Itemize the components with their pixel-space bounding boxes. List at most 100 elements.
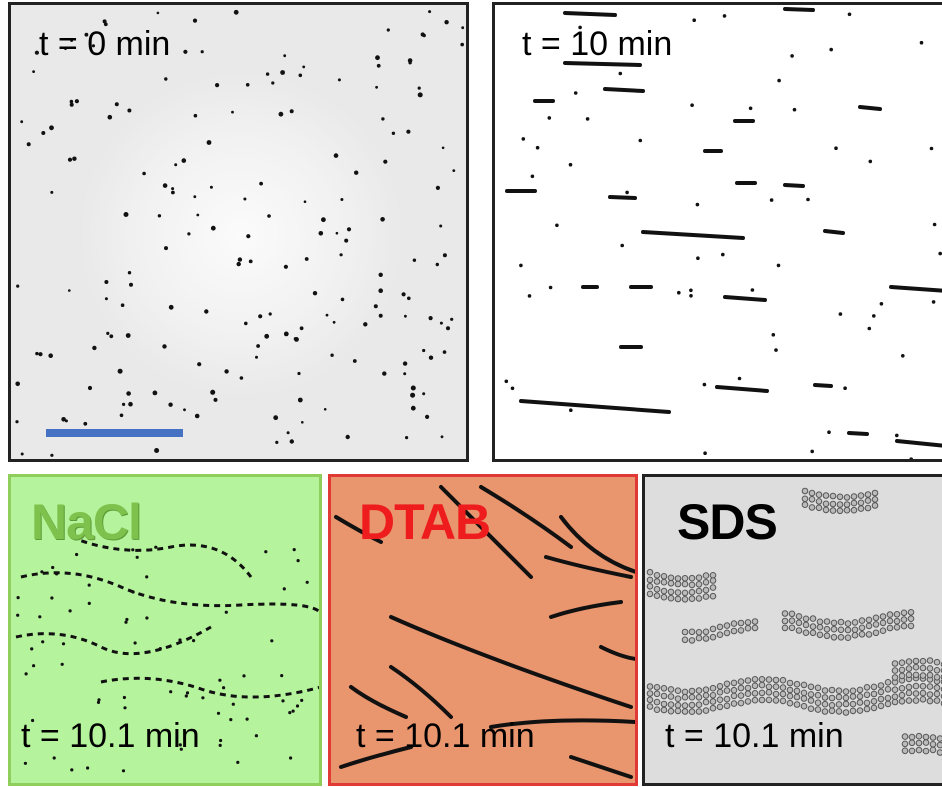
particle-bead [744, 677, 752, 684]
particle-dot [410, 385, 416, 391]
particle-bead [915, 732, 923, 740]
particle-bead [653, 706, 661, 713]
particle-bead [865, 622, 873, 630]
particle-bead [907, 609, 915, 616]
particle-dot [194, 413, 200, 419]
particle-dot [154, 448, 160, 453]
particle-bead [772, 676, 780, 684]
particle-bead [801, 487, 809, 495]
particle-bead [822, 500, 830, 508]
particle-bead [667, 588, 675, 596]
particle-bead [744, 690, 752, 697]
particle-chain [389, 665, 453, 719]
particle-dot [20, 452, 24, 456]
particle-bead [912, 657, 920, 665]
particle-chain [489, 718, 635, 729]
particle-bead [709, 692, 717, 699]
panel-sds: SDS t = 10.1 min [642, 474, 942, 786]
particle-bead [900, 609, 908, 617]
particle-bead [709, 698, 717, 705]
particle-dot [909, 457, 913, 459]
particle-chain [563, 61, 642, 67]
particle-bead [674, 702, 682, 709]
particle-bead [849, 700, 857, 708]
particle-dot [299, 326, 304, 331]
title-sds: SDS [677, 494, 778, 550]
particle-dot [102, 19, 107, 24]
particle-bead [688, 687, 696, 695]
particle-bead [802, 629, 810, 636]
particle-bead [653, 698, 661, 706]
particle-bead [737, 692, 745, 699]
particle-dot [185, 691, 190, 695]
particle-bead [802, 621, 810, 629]
particle-dot [124, 620, 128, 624]
particle-bead [702, 579, 710, 586]
particle-bead [751, 618, 759, 625]
particle-bead [646, 583, 654, 590]
particle-dot [168, 402, 173, 407]
particle-bead [870, 698, 878, 705]
particle-bead [646, 568, 654, 576]
particle-dot [213, 397, 218, 402]
particle-dot [218, 678, 222, 682]
particle-dot [301, 421, 304, 424]
particle-dot [332, 320, 336, 324]
particle-bead [922, 733, 930, 741]
particle-dot [321, 217, 326, 223]
particle-dot [68, 609, 72, 613]
particle-dot [834, 146, 838, 150]
particle-chain [339, 745, 413, 769]
particle-bead [809, 629, 817, 637]
particle-bead [800, 695, 808, 702]
particle-dot [192, 18, 198, 23]
particle-dot [330, 353, 334, 357]
particle-chain [549, 600, 623, 619]
particle-dot [187, 232, 191, 236]
particle-bead [688, 581, 696, 589]
particle-bead [779, 690, 787, 698]
particle-dot [774, 348, 778, 352]
particle-dot [281, 699, 285, 703]
particle-bead [844, 634, 852, 641]
particle-dot [521, 137, 526, 141]
particle-bead [936, 741, 942, 749]
particle-bead [900, 622, 908, 630]
particle-bead [737, 627, 745, 634]
particle-bead [919, 696, 927, 703]
particle-dot [248, 259, 253, 264]
aggregate-line [100, 676, 319, 699]
particle-dot [68, 289, 71, 292]
particle-chain [349, 685, 408, 719]
particle-dot [174, 163, 178, 167]
particle-bead [936, 749, 942, 756]
particle-dot [145, 575, 149, 579]
particle-dot [237, 257, 243, 262]
particle-bead [919, 682, 927, 690]
particle-dot [131, 548, 135, 552]
particle-bead [772, 697, 780, 704]
particle-bead [730, 692, 738, 700]
particle-dot [104, 280, 109, 284]
particle-dot [121, 769, 126, 773]
particle-dot [114, 102, 119, 107]
particle-bead [772, 690, 780, 698]
particle-dot [129, 282, 133, 287]
particle-bead [674, 687, 682, 694]
particle-bead [933, 684, 941, 691]
particle-bead [837, 626, 845, 634]
particle-dot [446, 326, 450, 331]
particle-bead [828, 707, 836, 715]
particle-bead [828, 702, 836, 709]
particle-bead [646, 703, 654, 710]
particle-bead [891, 660, 899, 667]
particle-bead [695, 694, 703, 701]
particle-dot [84, 32, 89, 37]
particle-dot [96, 700, 101, 704]
chain-field-dtab [334, 485, 635, 779]
particle-dot [325, 313, 329, 317]
particle-bead [779, 697, 787, 705]
particle-bead [702, 686, 710, 693]
particle-bead [815, 491, 823, 499]
particle-bead [879, 627, 887, 634]
